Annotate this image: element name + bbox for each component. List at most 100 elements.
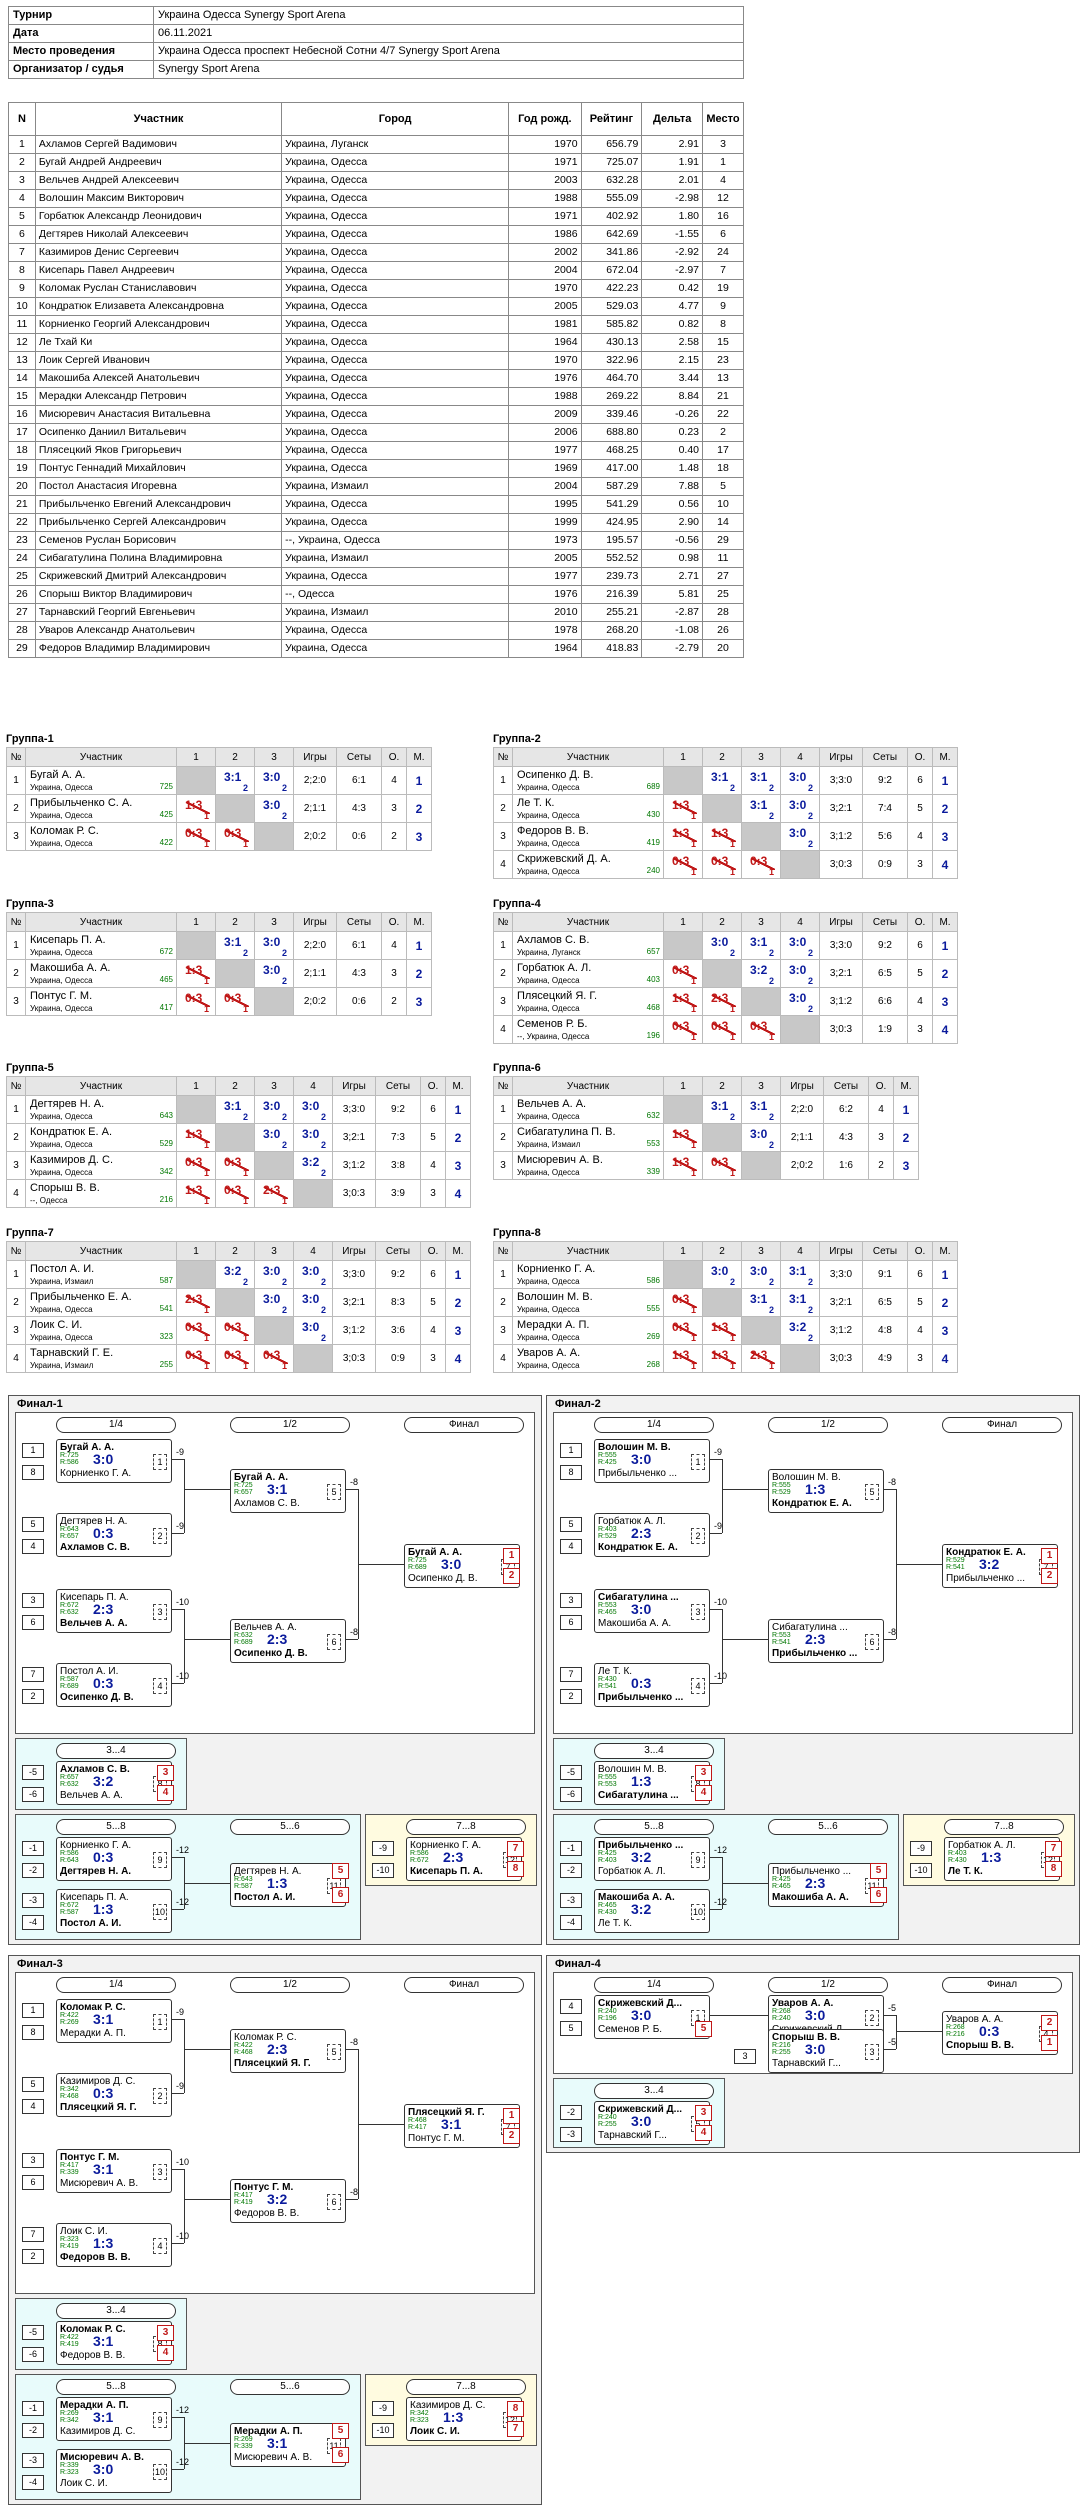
match-box[interactable]: Уваров А. А. R:268 R:216 0:3 Спорыш В. В. 4 (942, 2011, 1058, 2055)
table-cell: 29 (8, 639, 36, 658)
result-points: 1 (729, 1361, 735, 1371)
match-game-number: 2 (691, 1528, 705, 1544)
points-cell: 3 (381, 959, 407, 988)
match-box[interactable]: Понтус Г. М. R:417 R:419 3:2 Федоров В. В. 6 (230, 2179, 346, 2223)
match-box[interactable]: Волошин М. В. R:555 R:553 1:3 Сибагатулина .… (594, 1761, 710, 1805)
place-value: 1 (941, 1267, 949, 1282)
table-cell: 585.82 (580, 315, 643, 334)
result-score: 1:3 (672, 826, 690, 840)
match-box[interactable]: Казимиров Д. С. R:342 R:323 1:3 Лоик С. И. 12 (406, 2397, 522, 2441)
match-box[interactable]: Волошин М. В. R:555 R:529 1:3 Кондратюк Е. А… (768, 1469, 884, 1513)
match-box[interactable]: Бугай А. А. R:725 R:586 3:0 Корниенко Г. А. 1 (56, 1439, 172, 1483)
match-box[interactable]: Кондратюк Е. А. R:529 R:541 3:2 Прибыльченко… (942, 1544, 1058, 1588)
match-box[interactable]: Коломак Р. С. R:422 R:468 2:3 Плясецкий Я. Г… (230, 2029, 346, 2073)
match-box[interactable]: Мерадки А. П. R:269 R:342 3:1 Казимиров Д. С… (56, 2397, 172, 2441)
place-value: 2 (941, 966, 949, 981)
group-table: № Участник 1 2 3 4 Игры Сеты О. М. 1 Постол А. И. Ук… (6, 1241, 471, 1373)
result-cell: 0:3 1 (702, 850, 742, 879)
table-cell: Украина, Одесса (281, 405, 510, 424)
group-title: Группа-8 (493, 1227, 541, 1239)
match-rating-bottom: R:339 (60, 2169, 79, 2176)
match-box[interactable]: Мерадки А. П. R:269 R:339 3:1 Мисюревич А. В… (230, 2423, 346, 2467)
player-number: 2 (6, 1288, 26, 1317)
player-rating: 689 (646, 782, 660, 791)
match-box[interactable]: Постол А. И. R:587 R:689 0:3 Осипенко Д. В. 4 (56, 1663, 172, 1707)
match-box[interactable]: Кисепарь П. А. R:672 R:587 1:3 Постол А. И. 1… (56, 1889, 172, 1933)
table-cell: Мерадки Александр Петрович (34, 387, 283, 406)
match-box[interactable]: Коломак Р. С. R:422 R:269 3:1 Мерадки А. П. 1 (56, 1999, 172, 2043)
player-cell: Вельчев А. А. Украина, Одесса 632 (512, 1095, 664, 1124)
result-score: 3:1 (750, 935, 768, 949)
loser-ref: -8 (350, 1627, 359, 1637)
match-box[interactable]: Горбатюк А. Л. R:403 R:430 1:3 Ле Т. К. 12 (944, 1837, 1060, 1881)
table-cell: 195.57 (580, 531, 643, 550)
group-column-header: 3 (254, 1076, 294, 1096)
match-box[interactable]: Ле Т. К. R:430 R:541 0:3 Прибыльченко ... 4 (594, 1663, 710, 1707)
player-rating: 643 (159, 1111, 173, 1120)
result-points: 1 (203, 1168, 209, 1178)
games-count: 3; (829, 775, 839, 786)
final-place: 5 (870, 1863, 887, 1879)
table-cell: 26 (8, 585, 36, 604)
seed-number: 3 (22, 2153, 44, 2168)
match-box[interactable]: Корниенко Г. А. R:586 R:672 2:3 Кисепарь П. … (406, 1837, 522, 1881)
sets-cell: 5:6 (862, 822, 908, 851)
match-box[interactable]: Волошин М. В. R:555 R:425 3:0 Прибыльченко .… (594, 1439, 710, 1483)
match-box[interactable]: Коломак Р. С. R:422 R:419 3:1 Федоров В. В. 8 (56, 2321, 172, 2365)
match-box[interactable]: Дегтярев Н. А. R:643 R:657 0:3 Ахламов С. В.… (56, 1513, 172, 1557)
group-title: Группа-5 (6, 1062, 54, 1074)
sets-cell: 0:9 (862, 850, 908, 879)
match-box[interactable]: Скрижевский Д... R:240 R:255 3:0 Тарнавский … (594, 2101, 710, 2145)
result-score: 3:0 (302, 1320, 320, 1334)
table-cell: 1976 (508, 369, 582, 388)
match-box[interactable]: Дегтярев Н. А. R:643 R:587 1:3 Постол А. И. 1… (230, 1863, 346, 1907)
match-rating-top: R:430 (598, 1676, 617, 1683)
match-box[interactable]: Горбатюк А. Л. R:403 R:529 2:3 Кондратюк Е. … (594, 1513, 710, 1557)
match-box[interactable]: Мисюревич А. В. R:339 R:323 3:0 Лоик С. И. 10 (56, 2449, 172, 2493)
final-title: Финал-4 (555, 1958, 601, 1970)
bracket-line (184, 1489, 230, 1490)
match-box[interactable]: Спорыш В. В. R:216 R:255 3:0 Тарнавский Г...… (768, 2029, 884, 2073)
match-score: 1:3 (805, 1481, 826, 1497)
match-box[interactable]: Прибыльченко ... R:425 R:403 3:2 Горбатюк А.… (594, 1837, 710, 1881)
match-box[interactable]: Лоик С. И. R:323 R:419 1:3 Федоров В. В. 4 (56, 2223, 172, 2267)
place-value: 2 (941, 801, 949, 816)
result-cell: 1:3 1 (663, 1123, 703, 1152)
place-value: 1 (415, 938, 423, 953)
match-box[interactable]: Бугай А. А. R:725 R:657 3:1 Ахламов С. В. 5 (230, 1469, 346, 1513)
group-column-header: № (493, 1076, 513, 1096)
result-score: 0:3 (750, 1019, 768, 1033)
table-cell: Постол Анастасия Игоревна (34, 477, 283, 496)
match-box[interactable]: Казимиров Д. С. R:342 R:468 0:3 Плясецкий Я.… (56, 2073, 172, 2117)
match-box[interactable]: Сибагатулина ... R:553 R:541 2:3 Прибыльченк… (768, 1619, 884, 1663)
player-rating: 419 (646, 838, 660, 847)
place-value: 2 (454, 1130, 462, 1145)
result-cell: 2:3 1 (176, 1288, 216, 1317)
match-box[interactable]: Бугай А. А. R:725 R:689 3:0 Осипенко Д. В. 7 (404, 1544, 520, 1588)
games-record: 1:2 (838, 831, 853, 842)
match-rating-top: R:323 (60, 2236, 79, 2243)
match-box[interactable]: Кисепарь П. А. R:672 R:632 2:3 Вельчев А. А.… (56, 1589, 172, 1633)
table-cell: 16 (702, 207, 744, 226)
match-box[interactable]: Макошиба А. А. R:465 R:430 3:2 Ле Т. К. 10 (594, 1889, 710, 1933)
table-cell: Мисюревич Анастасия Витальевна (34, 405, 283, 424)
match-box[interactable]: Скрижевский Д... R:240 R:196 3:0 Семенов Р. … (594, 1995, 710, 2039)
group-column-header: 4 (780, 747, 820, 767)
table-cell: Украина, Измаил (281, 603, 510, 622)
player-rating: 465 (159, 975, 173, 984)
match-game-number: 2 (865, 2010, 879, 2026)
loser-ref: -5 (888, 2003, 897, 2013)
match-top-player: Лоик С. И. (60, 2226, 108, 2237)
match-box[interactable]: Вельчев А. А. R:632 R:689 2:3 Осипенко Д. В.… (230, 1619, 346, 1663)
final-block: Финал-4 1/4 1/2 Финал 4 5 Скрижевский Д... R:24… (546, 1955, 1080, 2153)
diagonal-cell (663, 1260, 703, 1289)
match-box[interactable]: Корниенко Г. А. R:586 R:643 0:3 Дегтярев Н. … (56, 1837, 172, 1881)
match-box[interactable]: Сибагатулина ... R:553 R:465 3:0 Макошиба А.… (594, 1589, 710, 1633)
info-label: Турнир (8, 6, 154, 25)
result-score: 1:3 (185, 1127, 203, 1141)
match-box[interactable]: Плясецкий Я. Г. R:468 R:417 3:1 Понтус Г. М.… (404, 2104, 520, 2148)
match-box[interactable]: Ахламов С. В. R:657 R:632 3:2 Вельчев А. А. 8 (56, 1761, 172, 1805)
match-box[interactable]: Прибыльченко ... R:425 R:465 2:3 Макошиба А.… (768, 1863, 884, 1907)
match-box[interactable]: Понтус Г. М. R:417 R:339 3:1 Мисюревич А. В.… (56, 2149, 172, 2193)
result-points: 1 (203, 811, 209, 821)
